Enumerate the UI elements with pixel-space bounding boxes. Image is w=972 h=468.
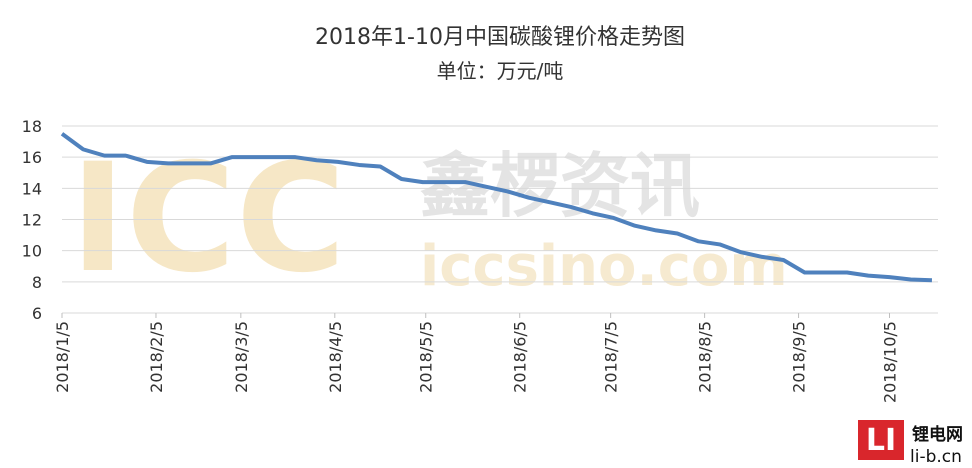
x-tick-label: 2018/5/5	[417, 321, 436, 393]
chart-subtitle: 单位：万元/吨	[437, 59, 564, 83]
y-tick-label: 8	[32, 273, 42, 292]
watermark: 鑫椤资讯	[420, 145, 700, 227]
watermark: iccsino.com	[420, 234, 788, 299]
y-tick-label: 16	[22, 148, 42, 167]
logo-url: li-b.cn	[910, 447, 962, 467]
y-tick-label: 6	[32, 304, 42, 323]
x-tick-label: 2018/8/5	[696, 321, 715, 393]
x-tick-label: 2018/1/5	[53, 321, 72, 393]
x-tick-label: 2018/6/5	[511, 321, 530, 393]
chart-title: 2018年1-10月中国碳酸锂价格走势图	[315, 25, 685, 50]
y-tick-label: 14	[22, 179, 42, 198]
logo-text: 锂电网	[912, 424, 963, 445]
logo-mark: LI	[866, 423, 896, 458]
x-tick-label: 2018/10/5	[881, 321, 900, 403]
logo-box	[858, 420, 904, 460]
y-tick-label: 12	[22, 211, 42, 230]
line	[60, 132, 933, 283]
x-tick-label: 2018/9/5	[790, 321, 809, 393]
x-tick-label: 2018/3/5	[232, 321, 251, 393]
x-tick-label: 2018/2/5	[147, 321, 166, 393]
x-tick-label: 2018/4/5	[326, 321, 345, 393]
y-tick-label: 18	[22, 117, 42, 136]
y-tick-label: 10	[22, 242, 42, 261]
x-tick-label: 2018/7/5	[602, 321, 621, 393]
